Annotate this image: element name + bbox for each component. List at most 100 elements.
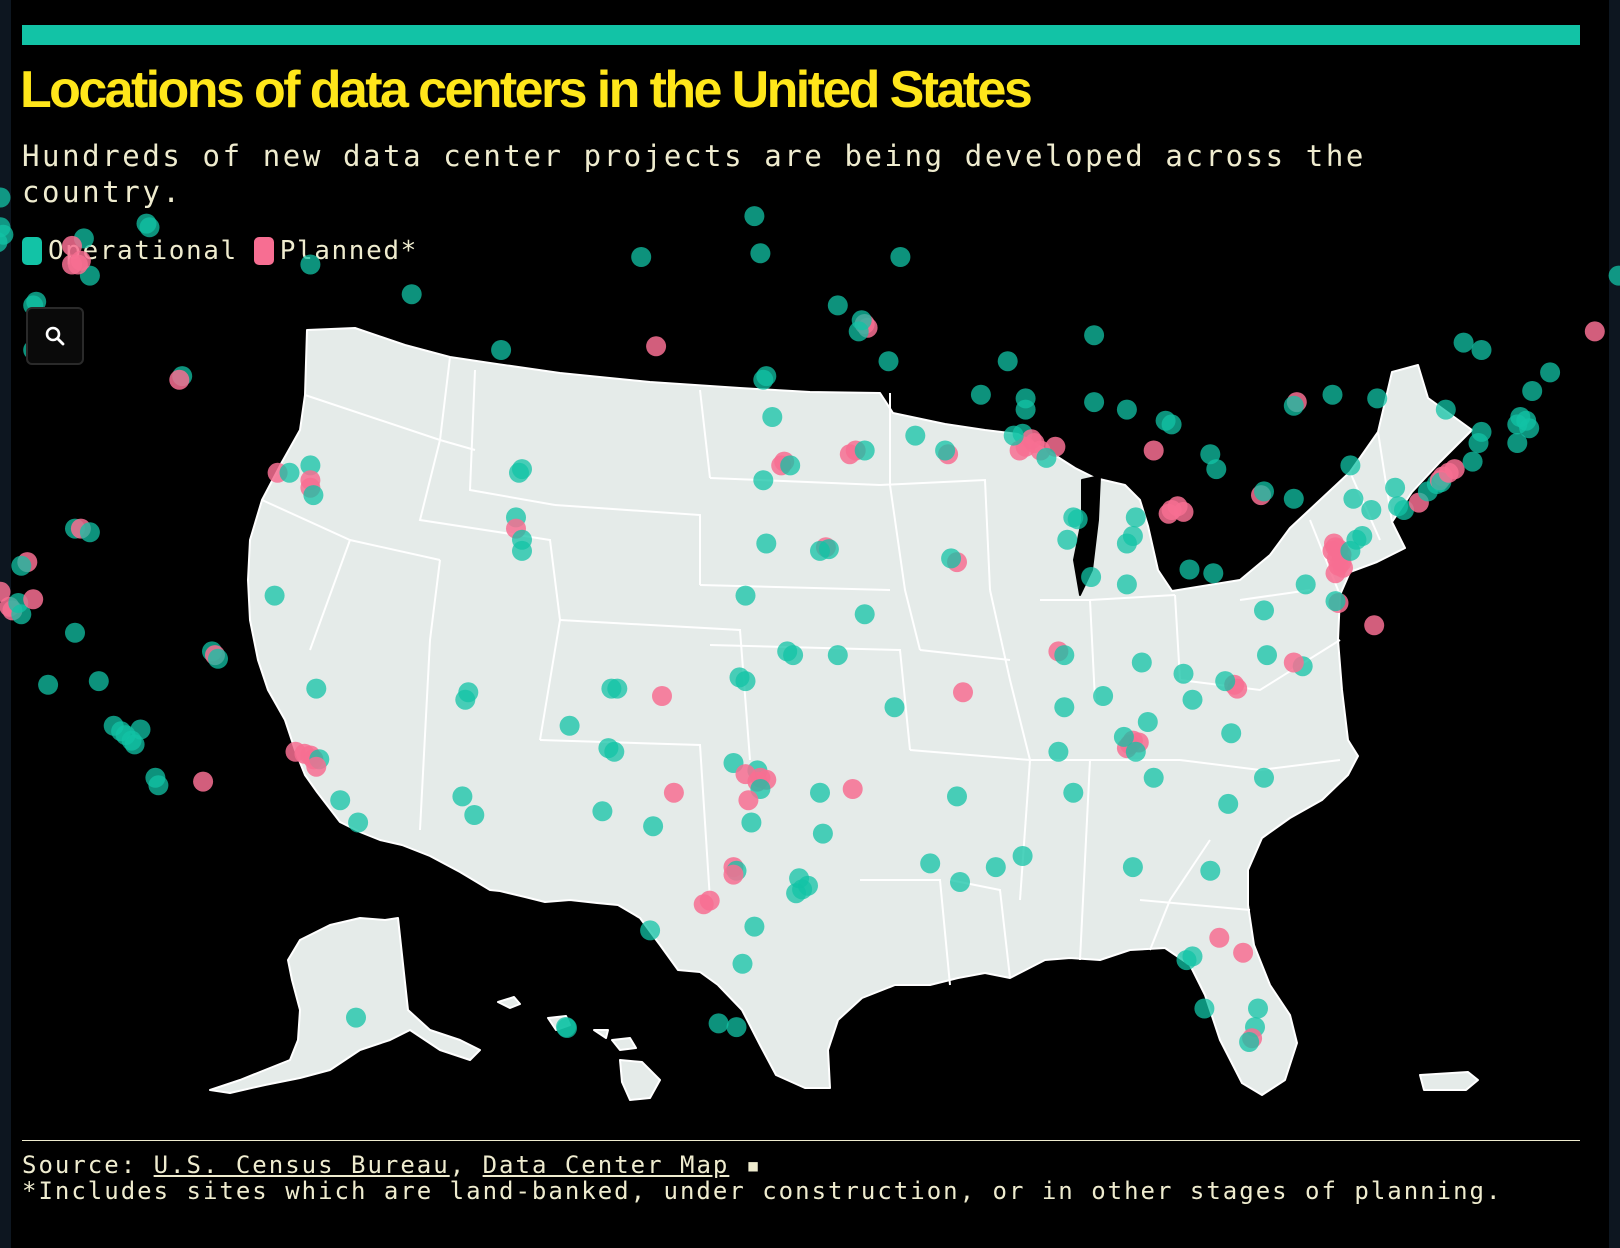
operational-site-marker[interactable] xyxy=(330,790,351,811)
operational-site-marker[interactable] xyxy=(1367,388,1388,409)
operational-site-marker[interactable] xyxy=(950,872,970,892)
operational-site-marker[interactable] xyxy=(38,674,59,695)
operational-site-marker[interactable] xyxy=(1388,496,1409,517)
operational-site-marker[interactable] xyxy=(509,462,529,483)
operational-site-marker[interactable] xyxy=(559,715,580,736)
operational-site-marker[interactable] xyxy=(557,1018,577,1038)
operational-site-marker[interactable] xyxy=(1113,726,1134,747)
operational-site-marker[interactable] xyxy=(1203,563,1224,584)
operational-site-marker[interactable] xyxy=(401,284,422,305)
operational-site-marker[interactable] xyxy=(947,786,967,807)
planned-site-marker[interactable] xyxy=(23,589,44,610)
operational-site-marker[interactable] xyxy=(1125,507,1146,528)
operational-site-marker[interactable] xyxy=(1054,645,1075,666)
operational-site-marker[interactable] xyxy=(1453,332,1474,353)
operational-site-marker[interactable] xyxy=(0,232,8,252)
operational-site-marker[interactable] xyxy=(848,321,869,342)
operational-site-marker[interactable] xyxy=(1015,399,1036,420)
operational-site-marker[interactable] xyxy=(1462,451,1483,472)
operational-site-marker[interactable] xyxy=(1519,418,1540,439)
planned-site-marker[interactable] xyxy=(1333,557,1353,578)
operational-site-marker[interactable] xyxy=(124,734,145,755)
source-link-datacentermap[interactable]: Data Center Map xyxy=(482,1151,730,1179)
operational-site-marker[interactable] xyxy=(890,247,911,267)
planned-site-marker[interactable] xyxy=(735,764,756,785)
operational-site-marker[interactable] xyxy=(1125,741,1146,762)
planned-site-marker[interactable] xyxy=(1283,652,1304,673)
operational-site-marker[interactable] xyxy=(789,868,810,889)
operational-site-marker[interactable] xyxy=(780,455,801,476)
operational-site-marker[interactable] xyxy=(1093,686,1114,706)
operational-site-marker[interactable] xyxy=(300,254,321,275)
operational-site-marker[interactable] xyxy=(756,533,777,554)
operational-site-marker[interactable] xyxy=(1322,384,1343,405)
operational-site-marker[interactable] xyxy=(905,425,926,446)
planned-site-marker[interactable] xyxy=(1173,501,1194,522)
operational-site-marker[interactable] xyxy=(1522,381,1543,401)
operational-site-marker[interactable] xyxy=(491,340,512,360)
operational-site-marker[interactable] xyxy=(1507,433,1528,453)
operational-site-marker[interactable] xyxy=(11,604,32,625)
operational-site-marker[interactable] xyxy=(732,953,753,974)
operational-site-marker[interactable] xyxy=(827,295,848,316)
operational-site-marker[interactable] xyxy=(744,206,765,227)
operational-site-marker[interactable] xyxy=(1257,645,1277,666)
operational-site-marker[interactable] xyxy=(300,455,321,476)
operational-site-marker[interactable] xyxy=(1182,689,1203,710)
operational-site-marker[interactable] xyxy=(985,857,1006,878)
operational-site-marker[interactable] xyxy=(750,243,771,264)
operational-site-marker[interactable] xyxy=(1122,526,1143,546)
operational-site-marker[interactable] xyxy=(935,440,956,461)
planned-site-marker[interactable] xyxy=(842,779,863,799)
operational-site-marker[interactable] xyxy=(455,689,476,710)
operational-site-marker[interactable] xyxy=(1122,857,1143,878)
operational-site-marker[interactable] xyxy=(640,920,661,941)
operational-site-marker[interactable] xyxy=(1116,399,1137,420)
operational-site-marker[interactable] xyxy=(854,604,875,625)
operational-site-marker[interactable] xyxy=(1081,567,1102,587)
operational-site-marker[interactable] xyxy=(1084,325,1105,346)
operational-site-marker[interactable] xyxy=(79,522,100,543)
operational-site-marker[interactable] xyxy=(604,741,625,762)
operational-site-marker[interactable] xyxy=(1254,481,1274,502)
planned-site-marker[interactable] xyxy=(1444,459,1465,480)
planned-site-marker[interactable] xyxy=(193,771,214,792)
operational-site-marker[interactable] xyxy=(941,548,962,569)
planned-site-marker[interactable] xyxy=(62,235,82,256)
operational-site-marker[interactable] xyxy=(643,816,664,837)
operational-site-marker[interactable] xyxy=(741,812,762,833)
operational-site-marker[interactable] xyxy=(1343,488,1364,509)
operational-site-marker[interactable] xyxy=(279,462,300,483)
operational-site-marker[interactable] xyxy=(735,671,756,692)
operational-site-marker[interactable] xyxy=(1084,392,1105,413)
operational-site-marker[interactable] xyxy=(1254,600,1274,621)
operational-site-marker[interactable] xyxy=(753,470,774,491)
operational-site-marker[interactable] xyxy=(208,648,228,669)
operational-site-marker[interactable] xyxy=(1036,447,1057,468)
operational-site-marker[interactable] xyxy=(1471,340,1492,360)
planned-site-marker[interactable] xyxy=(693,894,714,915)
operational-site-marker[interactable] xyxy=(1340,455,1361,476)
operational-site-marker[interactable] xyxy=(1361,500,1382,520)
operational-site-marker[interactable] xyxy=(810,782,830,803)
operational-site-marker[interactable] xyxy=(1283,488,1304,509)
operational-site-marker[interactable] xyxy=(607,678,628,699)
operational-site-marker[interactable] xyxy=(1173,663,1194,684)
operational-site-marker[interactable] xyxy=(1221,723,1242,744)
operational-site-marker[interactable] xyxy=(812,823,833,844)
operational-site-marker[interactable] xyxy=(1063,782,1084,803)
planned-site-marker[interactable] xyxy=(1209,927,1230,948)
planned-site-marker[interactable] xyxy=(1364,615,1385,636)
operational-site-marker[interactable] xyxy=(1215,671,1236,692)
operational-site-marker[interactable] xyxy=(1137,712,1158,732)
operational-site-marker[interactable] xyxy=(346,1007,366,1028)
operational-site-marker[interactable] xyxy=(1179,559,1200,580)
operational-site-marker[interactable] xyxy=(11,555,32,576)
planned-site-marker[interactable] xyxy=(169,369,190,390)
operational-site-marker[interactable] xyxy=(264,585,285,606)
operational-site-marker[interactable] xyxy=(1182,946,1203,967)
operational-site-marker[interactable] xyxy=(1057,529,1078,550)
operational-site-marker[interactable] xyxy=(1116,574,1137,595)
operational-site-marker[interactable] xyxy=(783,645,804,666)
planned-site-marker[interactable] xyxy=(1143,440,1164,461)
